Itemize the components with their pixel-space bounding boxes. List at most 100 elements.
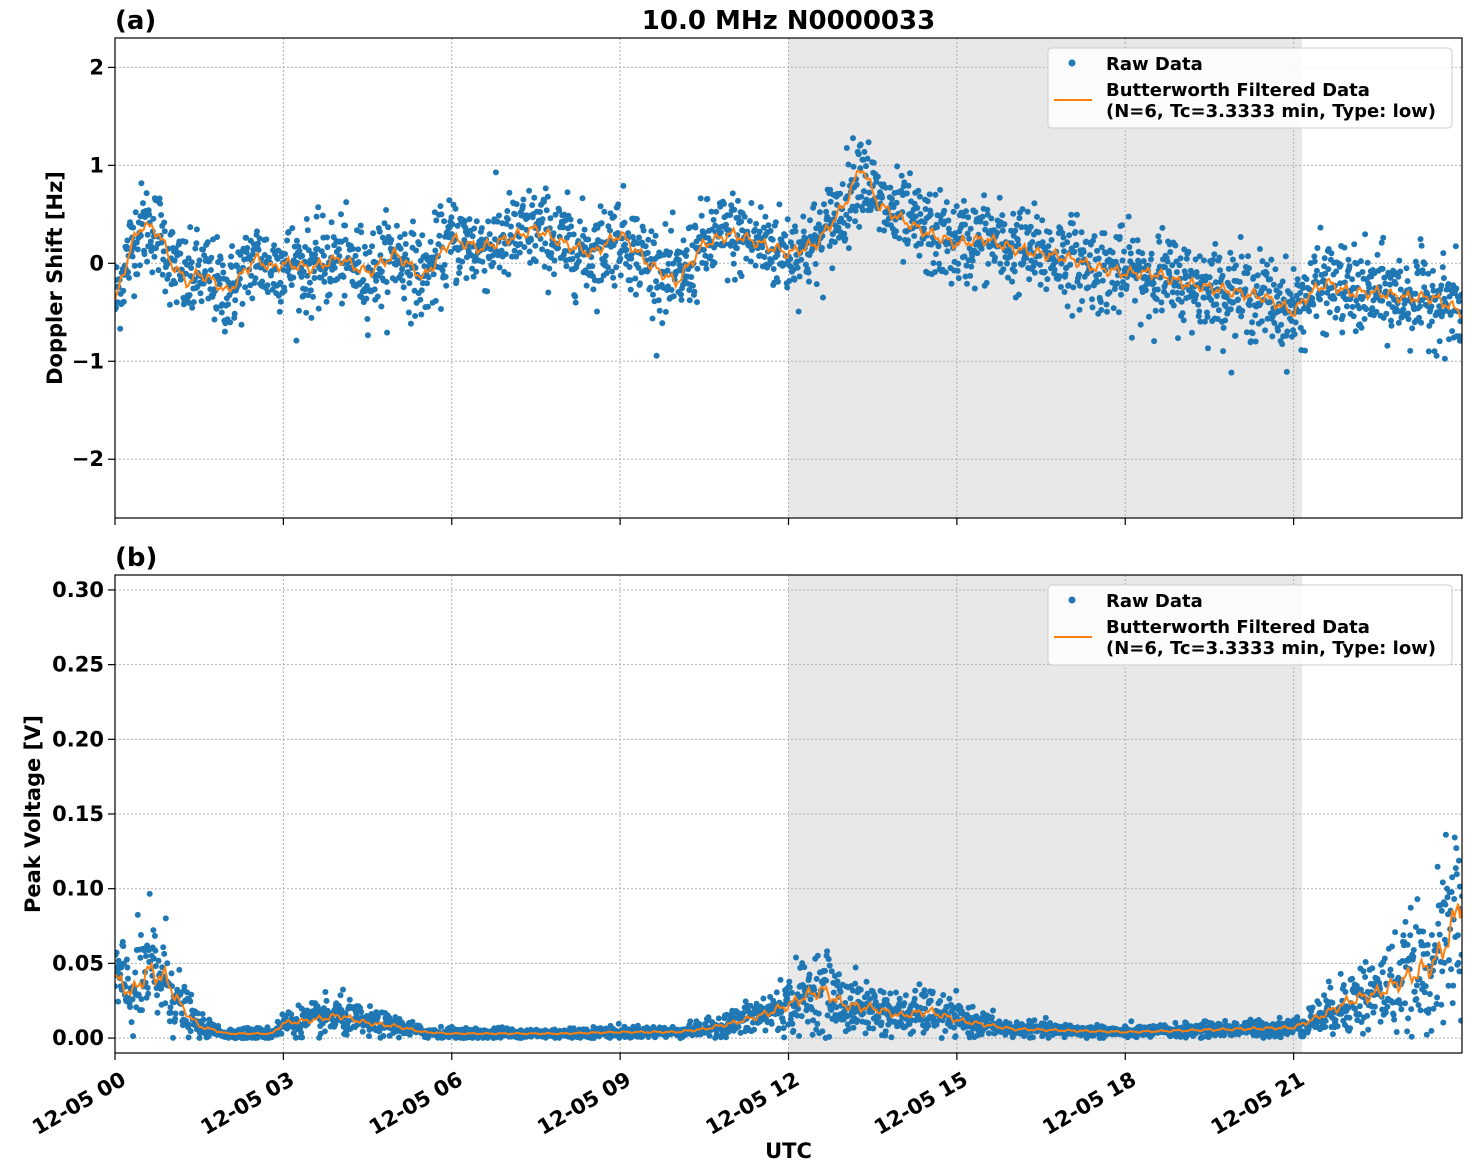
raw-data-point (1247, 297, 1253, 303)
raw-data-point (620, 182, 627, 189)
raw-data-point (972, 209, 979, 215)
raw-data-point (370, 230, 377, 237)
raw-data-point (1425, 348, 1432, 355)
raw-data-point (860, 188, 867, 195)
raw-data-point (1195, 301, 1202, 308)
raw-data-point (494, 218, 501, 225)
y-tick-label: 2 (89, 55, 104, 79)
raw-data-point (783, 244, 790, 251)
raw-data-point (1119, 222, 1125, 229)
raw-data-point (1349, 276, 1356, 283)
raw-data-point (881, 227, 888, 234)
raw-data-point (1383, 310, 1390, 317)
raw-data-point (188, 265, 195, 271)
raw-data-point (938, 1035, 945, 1041)
raw-data-point (430, 271, 437, 278)
raw-data-point (1306, 308, 1313, 315)
raw-data-point (922, 206, 929, 212)
raw-data-point (961, 253, 968, 260)
raw-data-point (1164, 292, 1171, 299)
raw-data-point (1420, 270, 1427, 277)
raw-data-point (1189, 329, 1195, 336)
raw-data-point (772, 219, 779, 226)
raw-data-point (781, 1001, 788, 1008)
raw-data-point (341, 292, 348, 299)
raw-data-point (337, 992, 344, 999)
raw-data-point (1009, 278, 1016, 285)
raw-data-point (950, 208, 957, 215)
raw-data-point (1216, 254, 1223, 261)
raw-data-point (310, 293, 316, 300)
raw-data-point (342, 222, 349, 229)
raw-data-point (406, 1031, 413, 1038)
raw-data-point (879, 194, 885, 201)
raw-data-point (1321, 263, 1328, 270)
raw-data-point (362, 288, 369, 294)
raw-data-point (532, 242, 539, 249)
raw-data-point (399, 266, 406, 273)
raw-data-point (821, 201, 827, 208)
raw-data-point (154, 1009, 161, 1016)
raw-data-point (994, 229, 1001, 236)
raw-data-point (298, 1029, 305, 1036)
raw-data-point (158, 239, 165, 246)
raw-data-point (916, 193, 923, 200)
raw-data-point (1438, 282, 1445, 289)
raw-data-point (550, 230, 557, 237)
raw-data-point (687, 224, 694, 231)
raw-data-point (531, 194, 538, 201)
raw-data-point (1407, 347, 1414, 354)
raw-data-point (1449, 328, 1456, 335)
raw-data-point (912, 213, 919, 220)
raw-data-point (1457, 318, 1462, 325)
raw-data-point (650, 291, 656, 298)
raw-data-point (607, 227, 613, 234)
raw-data-point (651, 240, 657, 247)
raw-data-point (1385, 269, 1392, 276)
raw-data-point (615, 201, 622, 208)
raw-data-point (731, 276, 738, 283)
raw-data-point (1421, 261, 1428, 267)
raw-data-point (1012, 227, 1019, 234)
raw-data-point (796, 1033, 803, 1039)
raw-data-point (172, 1015, 179, 1022)
raw-data-point (355, 246, 362, 253)
raw-data-point (1351, 241, 1358, 248)
raw-data-point (277, 298, 284, 305)
raw-data-point (401, 295, 408, 302)
raw-data-point (438, 306, 444, 312)
raw-data-point (1076, 271, 1082, 278)
raw-data-point (160, 248, 167, 255)
raw-data-point (893, 228, 899, 235)
raw-data-point (1052, 258, 1059, 265)
raw-data-point (925, 1022, 932, 1029)
raw-data-point (1013, 221, 1020, 228)
raw-data-point (517, 241, 524, 247)
raw-data-point (845, 245, 852, 252)
raw-data-point (627, 277, 634, 284)
raw-data-point (911, 995, 918, 1002)
raw-data-point (896, 235, 903, 242)
raw-data-point (505, 271, 512, 278)
raw-data-point (321, 270, 328, 277)
raw-data-point (614, 230, 621, 236)
raw-data-point (526, 187, 533, 194)
raw-data-point (721, 200, 727, 207)
raw-data-point (227, 319, 234, 326)
raw-data-point (824, 948, 831, 955)
raw-data-point (857, 141, 864, 148)
raw-data-point (124, 964, 131, 971)
raw-data-point (590, 286, 597, 293)
raw-data-point (1173, 269, 1180, 276)
raw-data-point (622, 241, 628, 248)
raw-data-point (211, 316, 218, 323)
raw-data-point (845, 161, 852, 168)
raw-data-point (315, 204, 322, 211)
raw-data-point (343, 199, 350, 206)
raw-data-point (519, 202, 526, 209)
raw-data-point (943, 199, 950, 206)
raw-data-point (1238, 253, 1245, 260)
raw-data-point (243, 234, 250, 241)
raw-data-point (611, 282, 618, 289)
raw-data-point (711, 259, 718, 266)
